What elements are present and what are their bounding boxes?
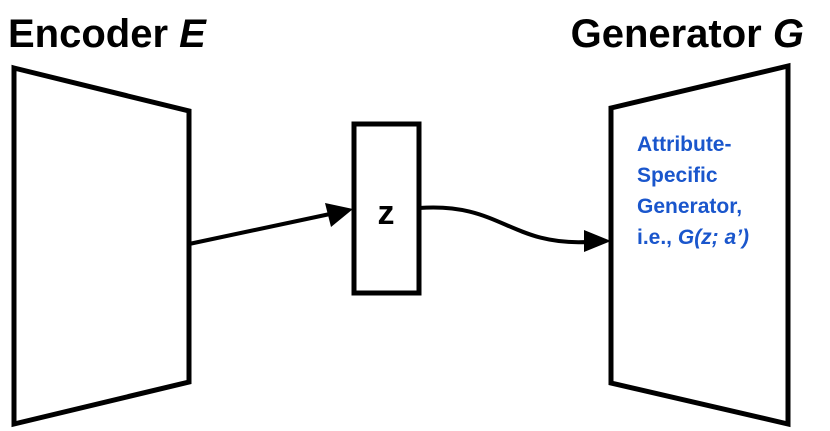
generator-title: Generator G bbox=[571, 12, 804, 56]
generator-title-symbol: G bbox=[773, 12, 804, 56]
encoder-block bbox=[11, 64, 192, 428]
encoder-to-latent-arrowhead bbox=[325, 203, 353, 227]
generator-title-word: Generator bbox=[571, 12, 762, 56]
generator-description-line4-formula: G(z; a’) bbox=[678, 226, 749, 249]
encoder-title-symbol: E bbox=[179, 12, 207, 56]
generator-description: Attribute- Specific Generator, i.e., G(z… bbox=[637, 133, 749, 249]
latent-box bbox=[351, 121, 422, 296]
encoder-title: Encoder E bbox=[8, 12, 207, 56]
generator-description-line4-prefix: i.e., bbox=[637, 226, 678, 249]
latent-label: z bbox=[378, 194, 395, 232]
generator-description-line1: Attribute- bbox=[637, 133, 731, 156]
encoder-to-latent-arrow-line bbox=[188, 212, 331, 246]
generator-description-line2: Specific bbox=[637, 164, 718, 187]
latent-to-generator-arrowhead bbox=[584, 230, 611, 252]
encoder-title-word: Encoder bbox=[8, 12, 168, 56]
generator-description-line3: Generator, bbox=[637, 195, 742, 218]
latent-to-generator-arrow-line bbox=[418, 205, 589, 245]
generator-block bbox=[608, 62, 791, 428]
